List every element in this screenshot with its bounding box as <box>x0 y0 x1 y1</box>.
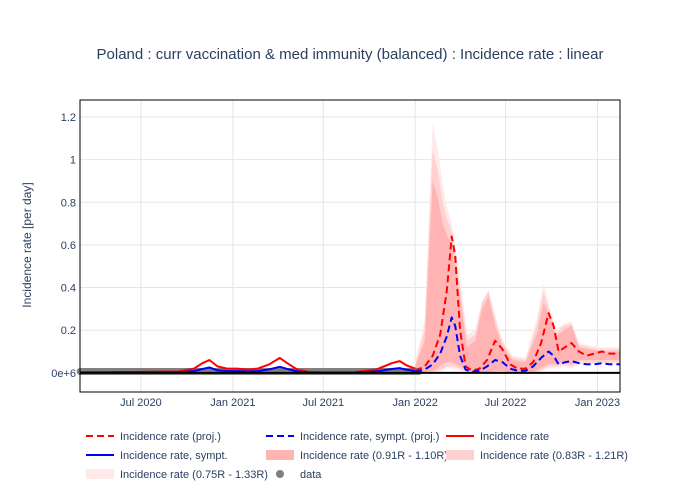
x-tick-label: Jan 2022 <box>393 397 438 409</box>
legend-swatch <box>86 469 114 479</box>
y-axis-label: Incidence rate [per day] <box>20 182 34 307</box>
axis-layer: 0e+6 0.2 0.4 0.6 0.8 1 1.2 Jul 2020 Jan 2021 Jul … <box>51 99 621 409</box>
legend-item-incidence-rate[interactable]: Incidence rate <box>446 431 549 443</box>
line-layer <box>79 235 620 374</box>
legend-label: Incidence rate, sympt. <box>120 450 228 462</box>
legend-label: Incidence rate (proj.) <box>120 431 221 443</box>
grid-layer <box>80 100 620 392</box>
y-tick-label: 0.8 <box>61 197 76 209</box>
legend-label: Incidence rate <box>480 431 549 443</box>
legend-label: Incidence rate (0.75R - 1.33R) <box>120 469 268 481</box>
x-tick-label: Jul 2022 <box>485 397 527 409</box>
legend-item-incidence-rate-sympt[interactable]: Incidence rate, sympt. <box>86 450 228 462</box>
legend-label: Incidence rate (0.91R - 1.10R) <box>300 450 448 462</box>
x-tick-label: Jan 2023 <box>575 397 620 409</box>
legend-label: Incidence rate (0.83R - 1.21R) <box>480 450 628 462</box>
y-tick-label: 1.2 <box>61 112 76 124</box>
y-tick-label: 0.6 <box>61 240 76 252</box>
x-tick-label: Jul 2020 <box>120 397 162 409</box>
legend-label: data <box>300 469 322 481</box>
chart-title: Poland : curr vaccination & med immunity… <box>97 46 604 63</box>
legend-swatch <box>266 450 294 460</box>
legend-item-incidence-rate-sympt-proj[interactable]: Incidence rate, sympt. (proj.) <box>266 431 439 443</box>
legend-swatch <box>276 470 284 478</box>
band-layer <box>415 123 620 373</box>
legend[interactable]: Incidence rate (proj.) Incidence rate, sy… <box>86 431 628 481</box>
legend-swatch <box>446 450 474 460</box>
x-tick-label: Jul 2021 <box>302 397 344 409</box>
plot-frame <box>79 99 621 393</box>
band-incidence-rate-0-91r-1-10r <box>415 181 620 373</box>
x-tick-label: Jan 2021 <box>210 397 255 409</box>
legend-item-incidence-rate-proj[interactable]: Incidence rate (proj.) <box>86 431 221 443</box>
y-tick-label: 1 <box>70 155 76 167</box>
line-incidence-rate-proj <box>414 235 620 372</box>
legend-item-incidence-rate-0-83r-1-21r[interactable]: Incidence rate (0.83R - 1.21R) <box>446 450 628 462</box>
legend-label: Incidence rate, sympt. (proj.) <box>300 431 439 443</box>
legend-item-data[interactable]: data <box>276 469 322 481</box>
line-incidence-rate-sympt-proj <box>414 316 620 373</box>
legend-item-incidence-rate-0-91r-1-10r[interactable]: Incidence rate (0.91R - 1.10R) <box>266 450 448 462</box>
line-incidence-rate <box>79 356 416 374</box>
y-tick-label: 0e+6 <box>51 368 76 380</box>
line-incidence-rate-sympt <box>79 365 416 374</box>
y-tick-label: 0.2 <box>61 325 76 337</box>
y-tick-label: 0.4 <box>61 283 76 295</box>
legend-item-incidence-rate-0-75r-1-33r[interactable]: Incidence rate (0.75R - 1.33R) <box>86 469 268 481</box>
